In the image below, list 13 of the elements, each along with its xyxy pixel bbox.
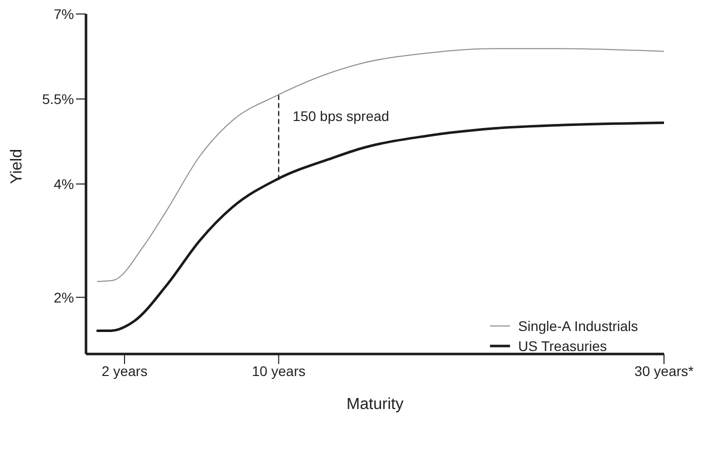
annotation: 150 bps spread bbox=[292, 108, 390, 124]
y-tick-label: 4% bbox=[54, 176, 74, 192]
legend-label: US Treasuries bbox=[518, 338, 607, 354]
x-tick-label: 30 years* bbox=[634, 362, 694, 379]
y-tick-label: 5.5% bbox=[42, 90, 74, 107]
x-axis-title: Maturity bbox=[346, 396, 404, 413]
line-series bbox=[97, 48, 664, 282]
x-tick-label: 10 years bbox=[252, 362, 306, 379]
legend-label: Single-A Industrials bbox=[518, 318, 638, 334]
y-tick-label: 7% bbox=[54, 6, 74, 22]
x-tick-label: 2 years bbox=[102, 362, 148, 379]
y-axis-title: Yield bbox=[8, 149, 26, 184]
y-tick-label: 2% bbox=[54, 289, 74, 306]
